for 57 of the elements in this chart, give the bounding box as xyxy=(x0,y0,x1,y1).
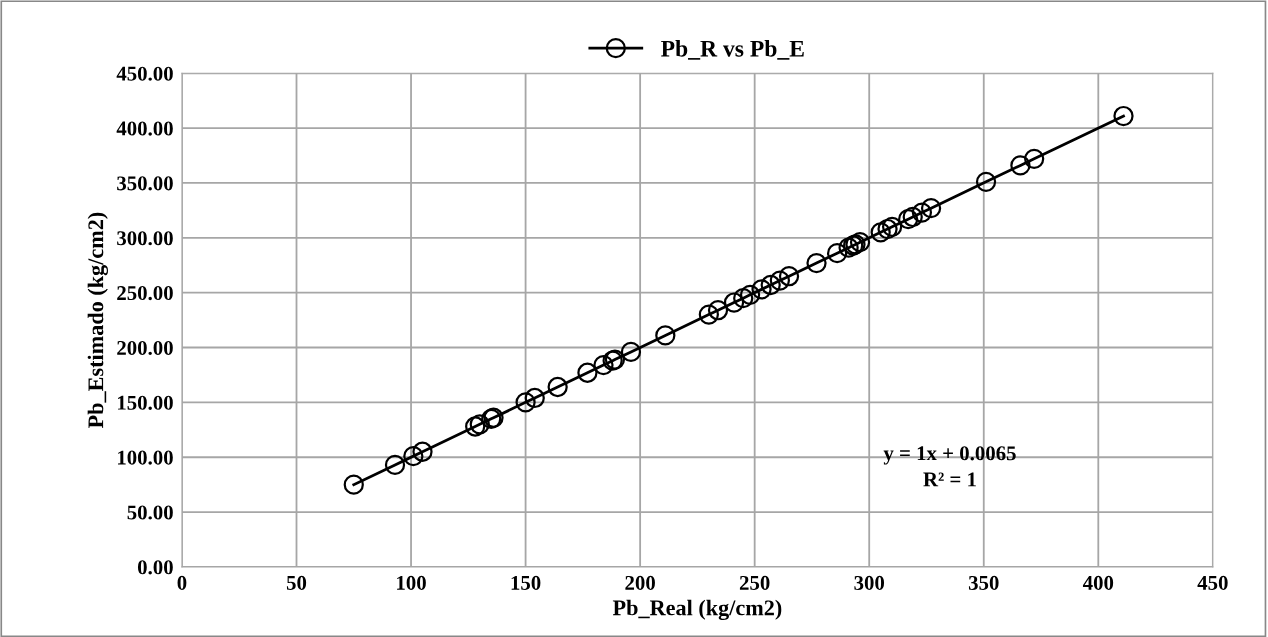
point xyxy=(870,222,891,243)
y-tick-label: 400.00 xyxy=(116,121,173,136)
point xyxy=(1024,148,1045,169)
y-tick-label: 300.00 xyxy=(117,231,173,246)
point xyxy=(975,171,997,192)
point xyxy=(739,284,761,305)
y-axis-title: Pb_Estimado (kg/cm2) xyxy=(87,212,108,429)
y-tick-label: 250.00 xyxy=(117,286,173,301)
point xyxy=(403,445,424,467)
x-tick-label: 200 xyxy=(625,575,655,590)
point xyxy=(733,288,754,309)
point xyxy=(849,232,871,253)
point xyxy=(881,216,903,237)
x-tick-label: 400 xyxy=(1082,575,1114,590)
point xyxy=(655,325,676,346)
point xyxy=(760,274,781,296)
point xyxy=(547,376,568,398)
y-tick-label: 200.00 xyxy=(117,340,173,356)
y-tick-label: 100.00 xyxy=(118,450,173,465)
point xyxy=(1113,105,1134,127)
point xyxy=(343,474,364,495)
x-tick-label: 100 xyxy=(397,575,426,590)
x-tick-label: 150 xyxy=(511,575,541,590)
x-tick-label: 450 xyxy=(1197,575,1228,590)
point xyxy=(384,454,406,476)
y-tick-label: 0.00 xyxy=(137,560,173,575)
point xyxy=(838,237,859,258)
annotation: y = 1x + 0.0065 R² = 1 xyxy=(883,446,1016,487)
x-tick-label: 50 xyxy=(286,575,307,590)
point xyxy=(911,202,933,223)
point xyxy=(577,362,598,383)
point xyxy=(751,279,772,300)
point xyxy=(778,266,800,287)
point xyxy=(827,243,848,264)
point xyxy=(1010,155,1031,176)
point xyxy=(524,387,545,409)
x-tick-label: 0 xyxy=(177,575,187,590)
point xyxy=(698,304,719,325)
point xyxy=(593,354,614,376)
x-tick-label: 350 xyxy=(968,575,999,590)
point xyxy=(769,270,791,291)
point xyxy=(723,292,745,313)
point xyxy=(620,341,642,363)
y-tick-label: 450.00 xyxy=(116,66,173,81)
point xyxy=(412,441,433,462)
y-tick-label: 50.00 xyxy=(127,505,173,520)
y-tick-label: 350.00 xyxy=(117,176,173,191)
point xyxy=(707,300,729,321)
legend-label: Pb_R vs Pb_E xyxy=(661,40,804,60)
x-tick-label: 300 xyxy=(854,575,885,590)
x-tick-label: 250 xyxy=(739,575,770,590)
point xyxy=(806,252,827,274)
x-axis-title: Pb_Real (kg/cm2) xyxy=(612,599,782,621)
point xyxy=(515,392,536,413)
point xyxy=(877,218,898,240)
point xyxy=(920,198,942,219)
y-tick-label: 150.00 xyxy=(118,395,173,410)
